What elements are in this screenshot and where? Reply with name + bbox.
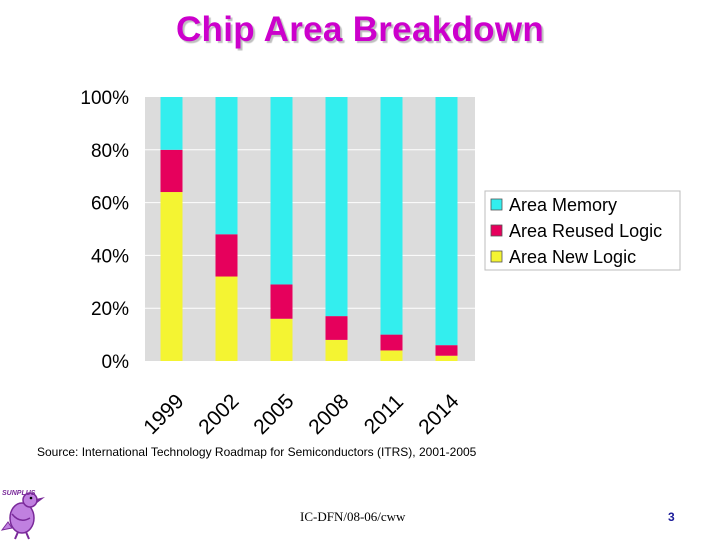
y-tick-label: 20% [91, 299, 129, 320]
slide-title: Chip Area Breakdown [175, 10, 545, 49]
legend-label: Area Memory [509, 195, 617, 215]
y-tick-label: 80% [91, 141, 129, 162]
bar-segment-memory [380, 97, 403, 335]
footer-document-id: IC-DFN/08-06/cww [300, 509, 406, 524]
bar-segment-reused-logic [270, 284, 293, 319]
bar-segment-reused-logic [325, 316, 348, 340]
bar-segment-new-logic [270, 318, 293, 361]
bar-segment-reused-logic [435, 345, 458, 356]
legend-label: Area New Logic [509, 247, 636, 267]
y-tick-label: 0% [102, 352, 130, 373]
source-note: Source: International Technology Roadmap… [37, 445, 477, 459]
y-tick-label: 100% [80, 88, 129, 109]
bar-segment-reused-logic [160, 149, 183, 193]
bar-segment-new-logic [215, 276, 238, 361]
x-tick-label: 2008 [304, 390, 353, 439]
x-tick-label: 2005 [249, 390, 298, 439]
page-number: 3 [668, 510, 675, 524]
x-tick-label: 2002 [194, 390, 243, 439]
bar-segment-new-logic [325, 339, 348, 361]
bar-segment-memory [270, 97, 293, 285]
logo: SUNPLUS [0, 490, 45, 540]
legend-box [484, 190, 681, 271]
legend-swatch [490, 198, 503, 211]
x-tick-label: 2011 [360, 390, 408, 438]
bar-segment-new-logic [380, 350, 403, 361]
bar-segment-new-logic [160, 192, 183, 361]
y-axis-ticks: 0% 20% 40% 60% 80% 100% [80, 88, 129, 373]
bird-logo-icon [0, 492, 45, 540]
bar-segment-reused-logic [380, 334, 403, 351]
legend-swatch [490, 224, 503, 237]
logo-text: SUNPLUS [2, 490, 36, 497]
bar-segment-memory [435, 97, 458, 346]
bar-group [160, 97, 458, 361]
x-tick-label: 2014 [414, 390, 464, 440]
bar-segment-new-logic [435, 355, 458, 361]
legend-label: Area Reused Logic [509, 221, 662, 241]
bar-segment-reused-logic [215, 234, 238, 277]
plot-area [145, 97, 475, 361]
bar-segment-memory [160, 97, 183, 150]
y-tick-label: 40% [91, 246, 129, 267]
bar-segment-memory [325, 97, 348, 317]
gridlines [145, 149, 475, 309]
y-tick-label: 60% [91, 194, 129, 215]
x-axis-ticks: 1999 2002 2005 2008 2011 2014 [139, 390, 464, 440]
x-tick-label: 1999 [139, 390, 188, 439]
legend: Area Memory Area Reused Logic Area New Log… [484, 190, 681, 271]
legend-swatch [490, 250, 503, 263]
bar-segment-memory [215, 97, 238, 235]
